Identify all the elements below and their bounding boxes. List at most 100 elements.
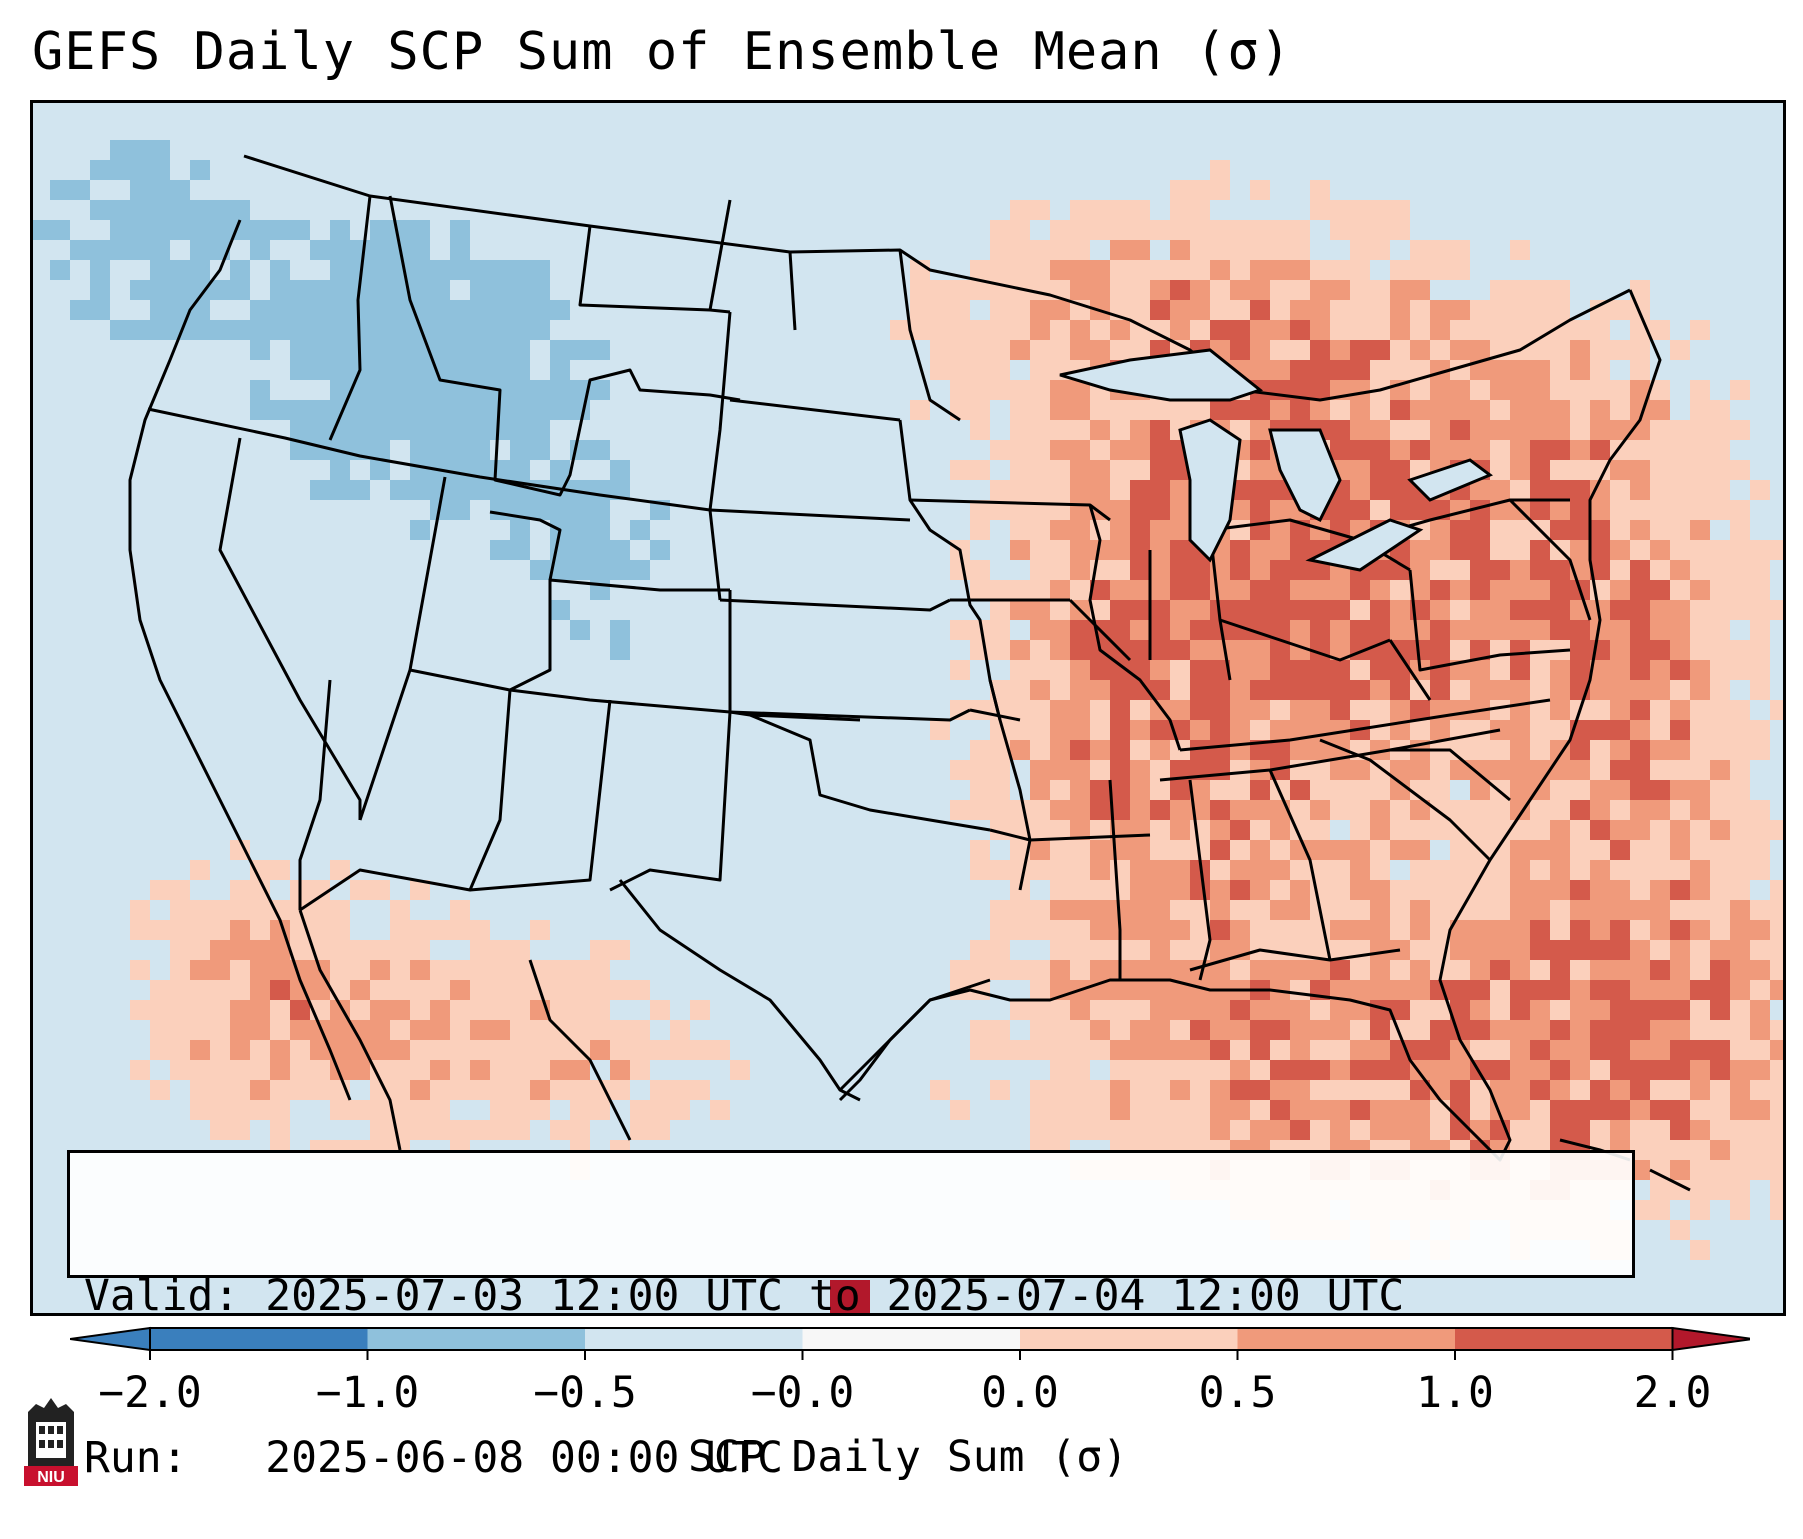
anomaly-cell — [1290, 920, 1310, 940]
anomaly-cell — [130, 900, 150, 920]
anomaly-cell — [1730, 1000, 1750, 1020]
anomaly-cell — [130, 1060, 150, 1080]
anomaly-cell — [210, 900, 230, 920]
anomaly-cell — [1370, 240, 1390, 260]
anomaly-cell — [1310, 760, 1330, 780]
anomaly-cell — [230, 920, 250, 940]
anomaly-cell — [270, 980, 290, 1000]
anomaly-cell — [1530, 920, 1550, 940]
anomaly-cell — [1610, 700, 1630, 720]
anomaly-cell — [230, 1100, 250, 1120]
anomaly-cell — [1210, 160, 1230, 180]
anomaly-cell — [490, 500, 510, 520]
anomaly-cell — [1410, 420, 1430, 440]
anomaly-cell — [1350, 680, 1370, 700]
anomaly-cell — [1430, 300, 1450, 320]
scp-map — [30, 100, 1786, 1316]
anomaly-cell — [350, 960, 370, 980]
anomaly-cell — [1270, 320, 1290, 340]
anomaly-cell — [1090, 660, 1110, 680]
anomaly-cell — [1250, 360, 1270, 380]
anomaly-cell — [350, 1000, 370, 1020]
anomaly-cell — [1670, 660, 1690, 680]
anomaly-cell — [1390, 1000, 1410, 1020]
anomaly-cell — [1470, 680, 1490, 700]
anomaly-cell — [1510, 680, 1530, 700]
anomaly-cell — [250, 1060, 270, 1080]
anomaly-cell — [270, 1100, 290, 1120]
anomaly-cell — [1350, 260, 1370, 280]
anomaly-cell — [270, 400, 290, 420]
anomaly-cell — [1130, 760, 1150, 780]
anomaly-cell — [1590, 420, 1610, 440]
anomaly-cell — [490, 280, 510, 300]
anomaly-cell — [1090, 1020, 1110, 1040]
anomaly-cell — [210, 200, 230, 220]
anomaly-cell — [190, 260, 210, 280]
anomaly-cell — [1210, 960, 1230, 980]
anomaly-cell — [1130, 480, 1150, 500]
anomaly-cell — [1390, 1080, 1410, 1100]
anomaly-cell — [1370, 800, 1390, 820]
anomaly-cell — [1490, 700, 1510, 720]
anomaly-cell — [430, 340, 450, 360]
anomaly-cell — [1570, 320, 1590, 340]
anomaly-cell — [1230, 860, 1250, 880]
anomaly-cell — [1570, 640, 1590, 660]
anomaly-cell — [1630, 1040, 1650, 1060]
anomaly-cell — [1690, 860, 1710, 880]
anomaly-cell — [410, 920, 430, 940]
anomaly-cell — [1250, 480, 1270, 500]
anomaly-cell — [1330, 640, 1350, 660]
anomaly-cell — [130, 280, 150, 300]
anomaly-cell — [1370, 620, 1390, 640]
anomaly-cell — [1310, 960, 1330, 980]
anomaly-cell — [1550, 600, 1570, 620]
anomaly-cell — [330, 220, 350, 240]
anomaly-cell — [430, 1000, 450, 1020]
anomaly-cell — [370, 880, 390, 900]
anomaly-cell — [550, 600, 570, 620]
anomaly-cell — [450, 220, 470, 240]
anomaly-cell — [630, 1020, 650, 1040]
anomaly-cell — [1170, 660, 1190, 680]
anomaly-cell — [1410, 320, 1430, 340]
anomaly-cell — [450, 420, 470, 440]
anomaly-cell — [1690, 420, 1710, 440]
anomaly-cell — [170, 1000, 190, 1020]
anomaly-cell — [330, 360, 350, 380]
anomaly-cell — [930, 280, 950, 300]
anomaly-cell — [1590, 500, 1610, 520]
anomaly-cell — [510, 960, 530, 980]
anomaly-cell — [1170, 640, 1190, 660]
anomaly-cell — [1170, 1000, 1190, 1020]
anomaly-cell — [1590, 380, 1610, 400]
anomaly-cell — [1090, 840, 1110, 860]
anomaly-cell — [370, 320, 390, 340]
anomaly-cell — [590, 340, 610, 360]
anomaly-cell — [1690, 920, 1710, 940]
anomaly-cell — [1750, 1060, 1770, 1080]
anomaly-cell — [450, 480, 470, 500]
anomaly-cell — [1470, 580, 1490, 600]
anomaly-cell — [1070, 520, 1090, 540]
anomaly-cell — [990, 300, 1010, 320]
anomaly-cell — [110, 220, 130, 240]
anomaly-cell — [1610, 760, 1630, 780]
colorbar-segment — [1237, 1328, 1455, 1350]
anomaly-cell — [1750, 1140, 1770, 1160]
anomaly-cell — [1650, 1020, 1670, 1040]
anomaly-cell — [1470, 780, 1490, 800]
anomaly-cell — [1050, 620, 1070, 640]
anomaly-cell — [310, 400, 330, 420]
anomaly-cell — [1390, 960, 1410, 980]
anomaly-cell — [1650, 740, 1670, 760]
anomaly-cell — [1090, 860, 1110, 880]
anomaly-cell — [1350, 480, 1370, 500]
anomaly-cell — [1250, 500, 1270, 520]
anomaly-cell — [1170, 700, 1190, 720]
anomaly-cell — [1670, 700, 1690, 720]
anomaly-cell — [1430, 1060, 1450, 1080]
anomaly-cell — [1590, 560, 1610, 580]
anomaly-cell — [1570, 1000, 1590, 1020]
